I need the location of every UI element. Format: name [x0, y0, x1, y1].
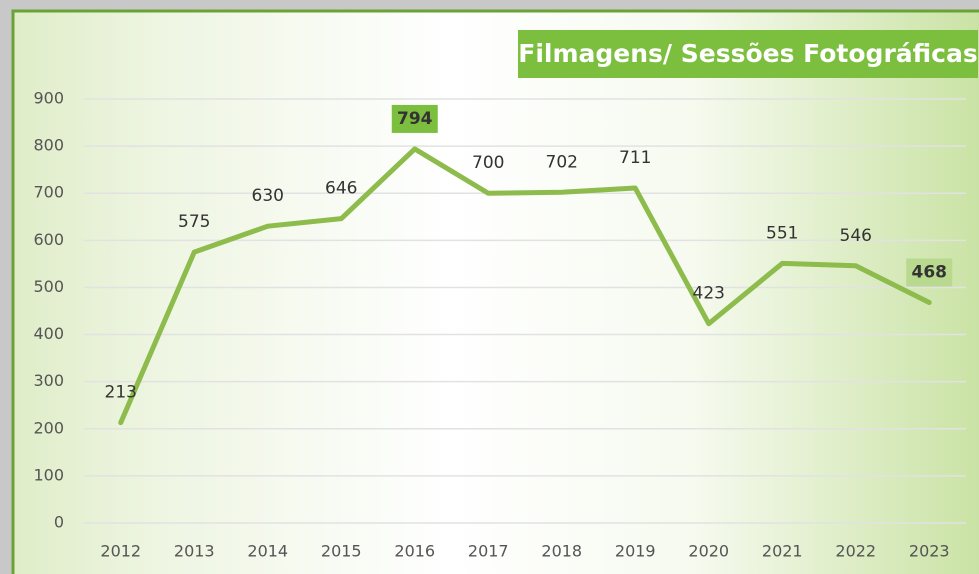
x-tick-label: 2015 — [321, 542, 362, 561]
data-label: 213 — [105, 383, 137, 403]
y-tick-label: 400 — [33, 324, 64, 343]
data-label: 711 — [619, 148, 651, 168]
y-tick-label: 200 — [33, 418, 64, 437]
data-label: 646 — [325, 179, 357, 199]
x-tick-label: 2014 — [247, 542, 288, 561]
y-tick-label: 100 — [33, 465, 64, 484]
data-label: 702 — [546, 152, 578, 172]
data-label-box — [391, 104, 438, 133]
x-tick-label: 2013 — [174, 542, 215, 561]
title-box — [518, 30, 978, 78]
x-tick-label: 2016 — [394, 542, 435, 561]
x-tick-label: 2017 — [468, 542, 509, 561]
data-label-box — [906, 258, 953, 287]
x-tick-label: 2019 — [615, 542, 656, 561]
data-label: 423 — [693, 284, 725, 304]
y-tick-label: 600 — [33, 230, 64, 249]
data-label: 551 — [766, 223, 798, 243]
x-tick-label: 2021 — [762, 542, 803, 561]
y-tick-label: 800 — [33, 136, 64, 155]
x-tick-label: 2012 — [100, 542, 141, 561]
data-label: 546 — [840, 226, 872, 246]
y-tick-label: 900 — [33, 89, 64, 108]
x-tick-label: 2023 — [909, 542, 950, 561]
x-tick-label: 2020 — [688, 542, 729, 561]
x-tick-label: 2018 — [541, 542, 582, 561]
y-tick-label: 500 — [33, 277, 64, 296]
data-label: 575 — [178, 212, 210, 232]
data-label: 794 — [397, 109, 433, 129]
x-tick-label: 2022 — [835, 542, 876, 561]
y-tick-label: 300 — [33, 371, 64, 390]
data-label: 468 — [912, 263, 948, 283]
chart-panel — [11, 9, 979, 574]
y-tick-label: 700 — [33, 183, 64, 202]
y-tick-label: 0 — [54, 513, 64, 532]
chart-title: Filmagens/ Sessões Fotográficas — [518, 39, 978, 68]
data-line — [118, 146, 932, 426]
data-label: 630 — [252, 186, 284, 206]
data-label: 700 — [472, 153, 504, 173]
